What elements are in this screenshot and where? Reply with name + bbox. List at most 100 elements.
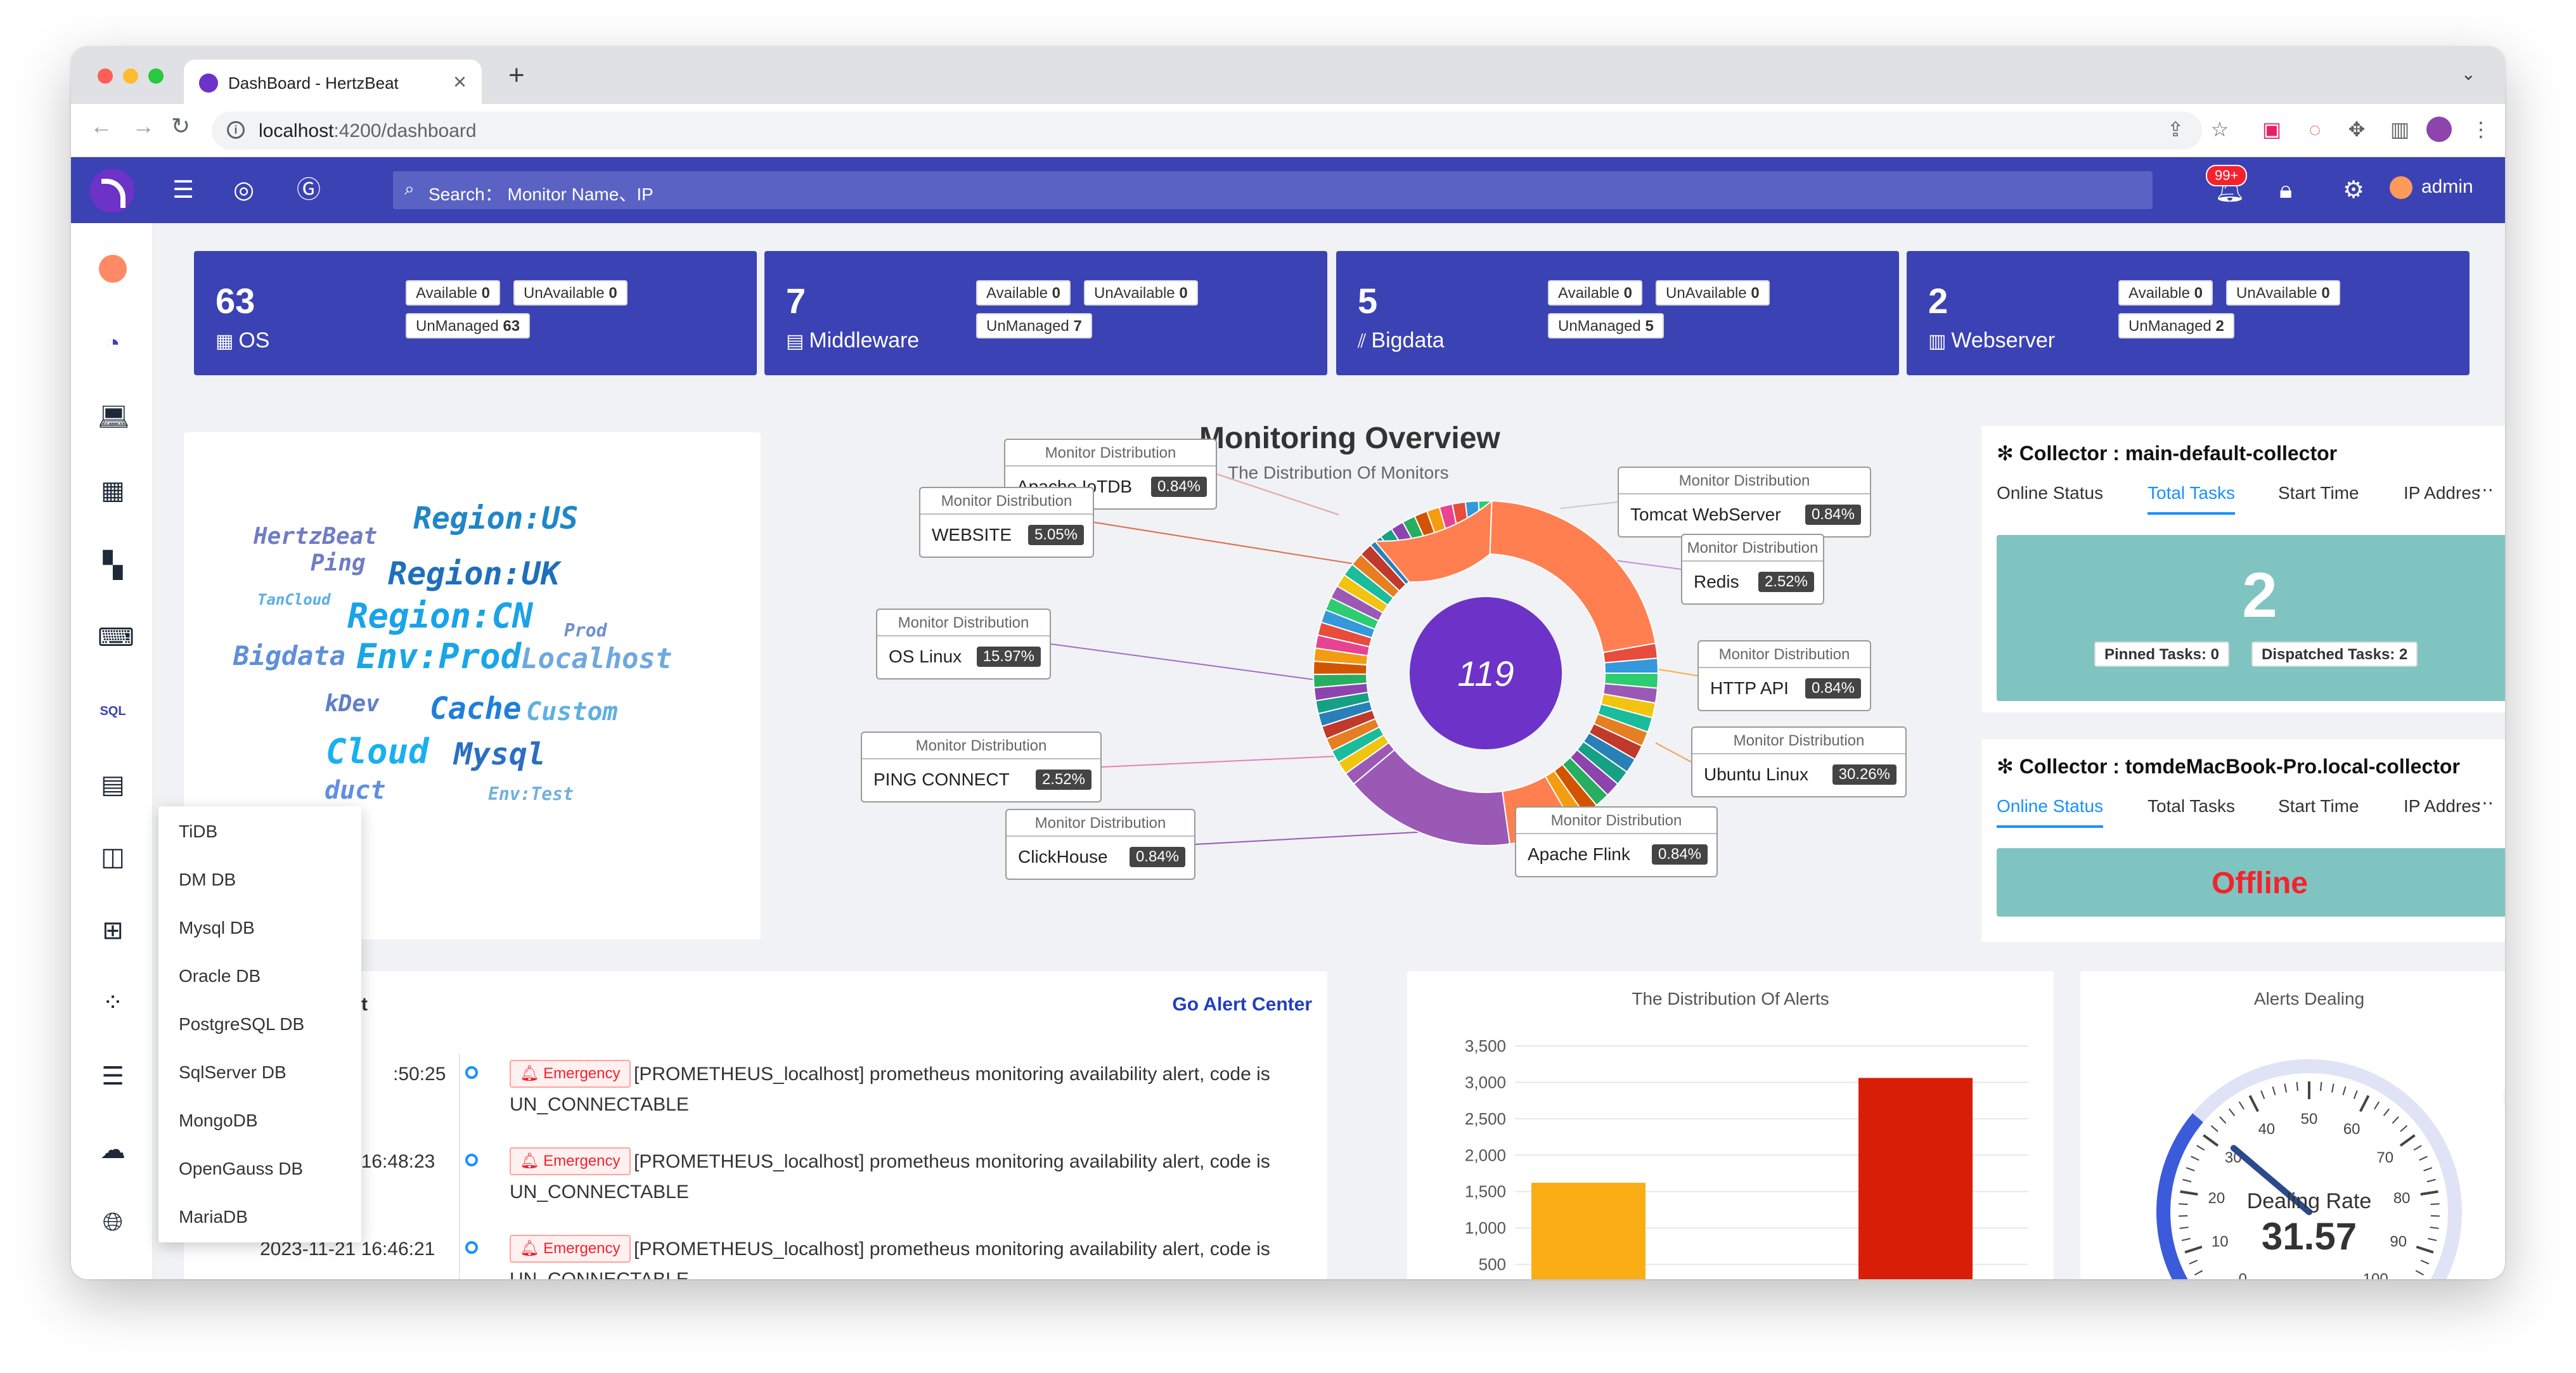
new-tab-icon[interactable]: + [508, 60, 525, 91]
monitor-distribution-callout[interactable]: Monitor Distribution ClickHouse 0.84% [1005, 809, 1195, 880]
submenu-item[interactable]: SqlServer DB [179, 1062, 287, 1082]
monitor-distribution-callout[interactable]: Monitor Distribution Tomcat WebServer 0.84… [1618, 467, 1871, 538]
tab-search-chevron-icon[interactable]: ⌄ [2461, 64, 2476, 84]
word-cloud-tag[interactable]: kDev [325, 691, 380, 717]
sidebar-laptop-icon[interactable]: 💻︎ [98, 403, 130, 431]
submenu-item[interactable]: PostgreSQL DB [179, 1014, 305, 1034]
word-cloud-tag[interactable]: Prod [564, 620, 607, 641]
sidebar-cluster-icon[interactable]: ⊞ [102, 917, 124, 944]
word-cloud-tag[interactable]: Custom [526, 697, 618, 726]
submenu-item[interactable]: Oracle DB [179, 966, 261, 986]
monitor-category-card[interactable]: 7 ▤ Middleware Available 0 UnAvailable 0 UnMa… [764, 251, 1327, 375]
word-cloud-tag[interactable]: HertzBeat [254, 524, 378, 550]
lock-screen-icon[interactable]: 🔒︎ [2279, 177, 2293, 203]
profile-avatar[interactable] [2426, 117, 2452, 142]
monitor-category-card[interactable]: 5 ⫽ Bigdata Available 0 UnAvailable 0 UnManag… [1336, 251, 1899, 375]
bookmark-star-icon[interactable]: ☆ [2210, 118, 2229, 141]
submenu-item[interactable]: OpenGauss DB [179, 1159, 304, 1178]
monitor-distribution-callout[interactable]: Monitor Distribution Apache Flink 0.84% [1515, 806, 1718, 877]
word-cloud-tag[interactable]: Env:Test [488, 783, 574, 804]
extension-icon[interactable]: ▣ [2262, 118, 2282, 141]
search-input[interactable]: ⌕ Search： Monitor Name、IP [393, 171, 2153, 209]
close-window-button[interactable] [98, 68, 113, 84]
tab-ip-address[interactable]: IP Addres [2404, 483, 2480, 503]
sidebar-scatter-chart-icon[interactable]: ⁘ [102, 989, 124, 1017]
tab-total-tasks[interactable]: Total Tasks [2148, 483, 2235, 515]
tab-start-time[interactable]: Start Time [2278, 483, 2359, 503]
extensions-puzzle-icon[interactable]: ✥ [2348, 118, 2366, 141]
address-bar[interactable]: i localhost:4200/dashboard [212, 112, 2202, 150]
settings-gear-icon[interactable]: ⚙ [2343, 177, 2365, 203]
sidebar-layout-icon[interactable]: ◫ [101, 843, 125, 871]
site-info-icon[interactable]: i [227, 121, 245, 139]
monitor-distribution-callout[interactable]: Monitor Distribution PING CONNECT 2.52% [861, 732, 1102, 803]
sidebar-table-icon[interactable]: ▦ [101, 477, 125, 505]
monitor-distribution-donut[interactable]: 119 [908, 413, 1985, 958]
submenu-item[interactable]: DM DB [179, 870, 236, 889]
submenu-item[interactable]: TiDB [179, 822, 218, 841]
monitor-distribution-callout[interactable]: Monitor Distribution OS Linux 15.97% [876, 609, 1051, 680]
category-label: ▥ Webserver [1928, 328, 2055, 353]
go-alert-center-link[interactable]: Go Alert Center [1172, 994, 1312, 1015]
hertzbeat-logo[interactable] [90, 169, 134, 213]
close-tab-icon[interactable]: × [453, 68, 467, 94]
collapse-menu-icon[interactable]: ☰ [172, 177, 195, 203]
sidebar-sql-database-icon[interactable]: SQL [100, 704, 126, 718]
word-cloud-tag[interactable]: Region:US [413, 501, 579, 536]
word-cloud-tag[interactable]: Cache [430, 691, 522, 726]
forward-icon[interactable]: → [132, 113, 155, 139]
reload-icon[interactable]: ↻ [171, 113, 191, 139]
submenu-item[interactable]: MariaDB [179, 1207, 248, 1227]
word-cloud-tag[interactable]: duct [325, 776, 386, 805]
word-cloud-tag[interactable]: Localhost [521, 643, 673, 675]
more-tabs-icon[interactable]: ⋯ [2476, 480, 2494, 500]
alert-timeline-item[interactable]: 2023-11-21 16:48:23🔔︎ Emergency[PROMETHE… [260, 1142, 1327, 1218]
alert-bar[interactable] [1531, 1182, 1645, 1279]
sidebar-server-icon[interactable]: ☰ [101, 1062, 124, 1090]
alert-bar[interactable] [1858, 1078, 1973, 1279]
extension-icon[interactable]: ◌ [2309, 118, 2321, 141]
tab-ip-address[interactable]: IP Addres [2404, 796, 2480, 816]
browser-menu-icon[interactable]: ⋮ [2471, 118, 2491, 141]
submenu-item[interactable]: Mysql DB [179, 918, 255, 938]
monitor-distribution-callout[interactable]: Monitor Distribution HTTP API 0.84% [1697, 640, 1871, 711]
word-cloud-tag[interactable]: Ping [311, 550, 366, 576]
monitor-distribution-callout[interactable]: Monitor Distribution Ubuntu Linux 30.26% [1691, 726, 1907, 797]
word-cloud-tag[interactable]: Cloud [326, 732, 429, 771]
sidebar-cloud-icon[interactable]: ☁ [100, 1136, 126, 1164]
side-panel-icon[interactable]: ▥ [2390, 118, 2410, 141]
word-cloud-tag[interactable]: Bigdata [233, 640, 346, 671]
tab-start-time[interactable]: Start Time [2278, 796, 2359, 816]
minimize-window-button[interactable] [123, 68, 138, 84]
word-cloud-tag[interactable]: Region:UK [388, 555, 560, 592]
user-menu[interactable]: admin [2390, 176, 2473, 200]
alert-timeline-item[interactable]: :50:25 🔔︎ Emergency [PROMETHEUS_localhost]… [260, 1055, 1327, 1131]
monitor-distribution-callout[interactable]: Monitor Distribution WEBSITE 5.05% [919, 487, 1094, 558]
github-icon[interactable]: ◎ [233, 177, 255, 203]
word-cloud-tag[interactable]: Mysql [454, 737, 546, 772]
tab-total-tasks[interactable]: Total Tasks [2148, 796, 2235, 816]
back-icon[interactable]: ← [90, 113, 113, 139]
sidebar-apps-icon[interactable]: ▚ [103, 551, 123, 579]
share-icon[interactable]: ⇪ [2167, 118, 2184, 141]
sidebar-list-icon[interactable]: ▤ [101, 771, 125, 799]
monitor-category-card[interactable]: 63 ▦ OS Available 0 UnAvailable 0 UnManaged 6… [194, 251, 757, 375]
more-tabs-icon[interactable]: ⋯ [2476, 793, 2494, 813]
browser-tab[interactable]: DashBoard - HertzBeat × [184, 60, 482, 104]
monitor-distribution-callout[interactable]: Monitor Distribution Redis 2.52% [1681, 534, 1824, 605]
tab-online-status[interactable]: Online Status [1997, 796, 2104, 828]
gitee-icon[interactable]: Ⓖ [297, 177, 321, 203]
sidebar-user-avatar-icon[interactable] [98, 254, 128, 284]
alert-timeline-item[interactable]: 2023-11-21 16:46:21 🔔︎ Emergency [PROMETHE… [260, 1230, 1327, 1279]
donut-slice[interactable] [1373, 499, 1493, 583]
sidebar-dashboard-icon[interactable]: ◔ [105, 330, 121, 358]
monitor-category-card[interactable]: 2 ▥ Webserver Available 0 UnAvailable 0 UnMan… [1907, 251, 2470, 375]
word-cloud-tag[interactable]: Region:CN [347, 596, 533, 636]
sidebar-globe-icon[interactable]: 🌐︎ [103, 1208, 123, 1236]
word-cloud-tag[interactable]: Env:Prod [356, 636, 522, 676]
sidebar-terminal-icon[interactable]: ⌨ [98, 624, 134, 652]
tab-online-status[interactable]: Online Status [1997, 483, 2104, 503]
word-cloud-tag[interactable]: TanCloud [257, 591, 331, 609]
maximize-window-button[interactable] [148, 68, 164, 84]
submenu-item[interactable]: MongoDB [179, 1111, 258, 1130]
